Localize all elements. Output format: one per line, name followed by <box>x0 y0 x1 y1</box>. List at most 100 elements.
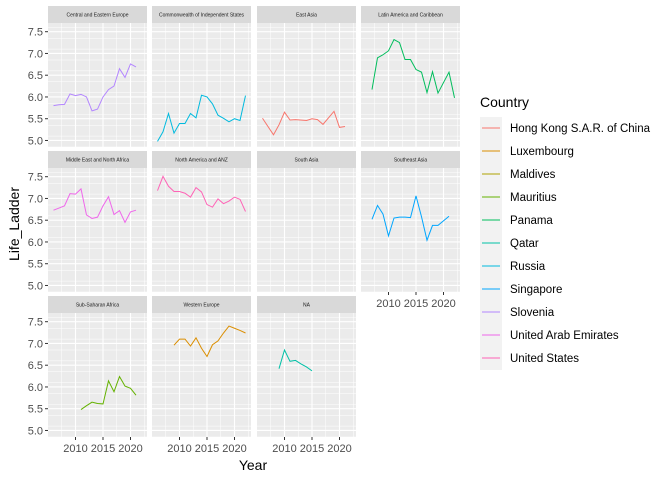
facet-latin-america-and-caribbean: Latin America and Caribbean <box>361 6 460 148</box>
y-tick-label: 6.5 <box>28 70 43 82</box>
legend-label: Slovenia <box>510 307 555 319</box>
facet-sub-saharan-africa: Sub-Saharan Africa <box>48 296 147 438</box>
facet-strip-label: Central and Eastern Europe <box>67 13 129 19</box>
legend-item: Slovenia <box>482 307 555 319</box>
facet-panel-background <box>48 313 147 437</box>
series-line-singapore <box>371 195 450 242</box>
x-tick-label: 2015 <box>404 298 428 310</box>
legend-label: Qatar <box>510 238 539 250</box>
facet-panel-background <box>257 168 356 292</box>
legend-item: Hong Kong S.A.R. of China <box>482 123 651 135</box>
facet-strip-label: NA <box>303 303 311 309</box>
legend-items: Hong Kong S.A.R. of China Luxembourg Maldi… <box>482 123 651 365</box>
facet-central-and-eastern-europe: Central and Eastern Europe <box>48 6 147 148</box>
series-line-mauritius <box>80 375 137 410</box>
series-line-united-arab-emirates <box>53 187 137 224</box>
facet-commonwealth-of-independent-states: Commonwealth of Independent States <box>152 6 251 148</box>
legend-item: Panama <box>482 215 553 227</box>
legend-item: United Arab Emirates <box>482 330 619 342</box>
facet-na: NA <box>257 296 356 438</box>
x-tick-label: 2020 <box>431 298 455 310</box>
facet-north-america-and-anz: North America and ANZ <box>152 151 251 293</box>
facet-strip <box>48 151 147 168</box>
legend-item: Maldives <box>482 169 556 181</box>
facet-panel-background <box>152 23 251 147</box>
y-axis-title: Life_Ladder <box>6 187 22 261</box>
legend-item: Russia <box>482 261 546 273</box>
facet-middle-east-and-north-africa: Middle East and North Africa <box>48 151 147 293</box>
facet-strip-label: South Asia <box>295 158 319 164</box>
facet-panel-background <box>48 23 147 147</box>
facet-strip <box>257 296 356 313</box>
x-tick-label: 2010 <box>376 298 400 310</box>
facet-panels: Central and Eastern Europe Commonwealth o… <box>48 6 460 438</box>
legend-label: Luxembourg <box>510 146 574 158</box>
legend-item: Qatar <box>482 238 539 250</box>
y-tick-label: 7.0 <box>28 48 43 60</box>
legend-label: Mauritius <box>510 192 557 204</box>
x-tick-label: 2010 <box>272 443 296 455</box>
y-tick-label: 6.0 <box>28 92 43 104</box>
series-line-united-states <box>157 175 246 212</box>
y-tick-label: 7.0 <box>28 338 43 350</box>
facet-strip-label: Middle East and North Africa <box>66 158 130 164</box>
facet-south-asia: South Asia <box>257 151 356 293</box>
y-tick-label: 7.5 <box>28 317 43 329</box>
legend-label: Russia <box>510 261 546 273</box>
facet-strip-label: East Asia <box>296 13 317 19</box>
y-tick-label: 5.0 <box>28 280 43 292</box>
facet-panel-background <box>361 23 460 147</box>
y-axes: 5.0 5.5 6.0 6.5 7.0 7.5 5.0 5.5 6.0 6.5 7.0 7.5 5.0 5… <box>28 27 48 437</box>
facet-strip-label: Commonwealth of Independent States <box>159 13 245 19</box>
x-tick-label: 2015 <box>91 443 115 455</box>
facet-strip-label: Latin America and Caribbean <box>378 13 443 19</box>
legend-item: Mauritius <box>482 192 557 204</box>
facet-panel-background <box>48 168 147 292</box>
series-line-panama <box>371 38 455 98</box>
series-line-qatar <box>278 348 313 372</box>
legend-label: Maldives <box>510 169 556 181</box>
series-line-luxembourg <box>173 325 246 358</box>
facet-strip <box>152 296 251 313</box>
legend-label: United Arab Emirates <box>510 330 619 342</box>
facet-panel-background <box>257 313 356 437</box>
facet-strip <box>257 151 356 168</box>
series-line-hong-kong-s-a-r-of-china <box>262 110 346 136</box>
y-tick-label: 6.5 <box>28 215 43 227</box>
facet-strip <box>361 6 460 23</box>
legend-label: Panama <box>510 215 553 227</box>
y-tick-label: 5.5 <box>28 404 43 416</box>
facet-east-asia: East Asia <box>257 6 356 148</box>
facet-strip-label: Southeast Asia <box>394 158 428 164</box>
x-tick-label: 2010 <box>63 443 87 455</box>
y-tick-label: 5.5 <box>28 114 43 126</box>
facet-strip-label: North America and ANZ <box>175 158 228 164</box>
facet-strip <box>152 6 251 23</box>
x-tick-label: 2020 <box>327 443 351 455</box>
series-line-slovenia <box>53 63 137 112</box>
facet-strip <box>361 151 460 168</box>
x-tick-label: 2020 <box>118 443 142 455</box>
y-tick-label: 5.0 <box>28 135 43 147</box>
x-tick-label: 2015 <box>300 443 324 455</box>
x-axis-title: Year <box>239 457 268 473</box>
facet-strip <box>152 151 251 168</box>
y-tick-label: 5.5 <box>28 259 43 271</box>
legend-label: Singapore <box>510 284 562 296</box>
legend-item: Singapore <box>482 284 562 296</box>
series-line-russia <box>157 94 246 142</box>
x-tick-label: 2015 <box>195 443 219 455</box>
y-tick-label: 7.5 <box>28 172 43 184</box>
legend-item: United States <box>482 353 579 365</box>
facet-strip <box>48 296 147 313</box>
facet-strip-label: Western Europe <box>183 303 219 309</box>
legend-label: United States <box>510 353 579 365</box>
y-tick-label: 7.0 <box>28 193 43 205</box>
facet-southeast-asia: Southeast Asia <box>361 151 460 293</box>
y-tick-label: 6.0 <box>28 382 43 394</box>
legend-item: Luxembourg <box>482 146 574 158</box>
facet-strip-label: Sub-Saharan Africa <box>76 303 120 309</box>
y-tick-label: 6.0 <box>28 237 43 249</box>
